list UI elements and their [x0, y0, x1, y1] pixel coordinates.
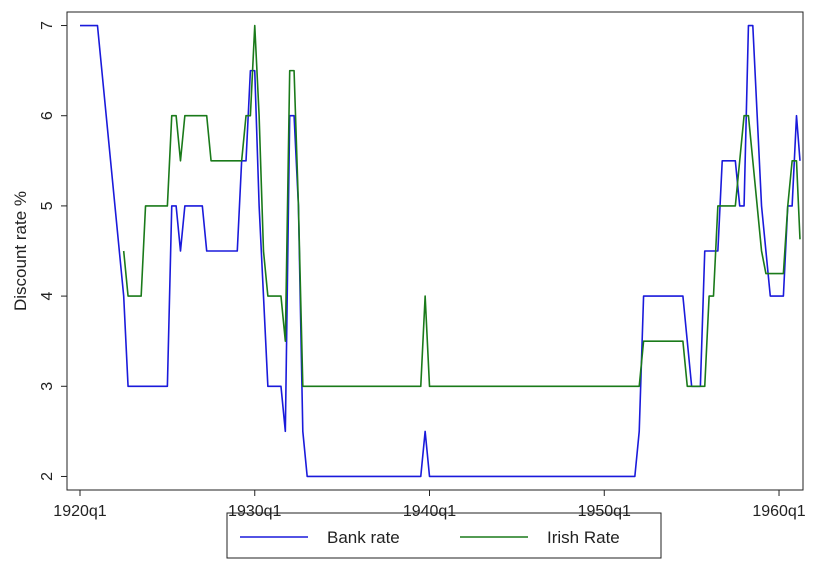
- y-tick-label: 3: [39, 382, 56, 391]
- legend: Bank rate Irish Rate: [226, 512, 662, 559]
- x-tick-label: 1960q1: [752, 503, 805, 520]
- plot-frame: [66, 11, 804, 491]
- legend-frame: [226, 512, 662, 559]
- x-tick-label: 1950q1: [578, 503, 631, 520]
- y-tick-label: 2: [39, 472, 56, 481]
- y-tick-label: 6: [39, 111, 56, 120]
- series-line-bank-rate: [80, 24, 801, 478]
- y-axis: 2 3 4 5 6 7: [39, 21, 67, 481]
- y-tick-label: 5: [39, 201, 56, 210]
- y-tick-label: 4: [39, 292, 56, 301]
- y-axis-title: Discount rate %: [11, 191, 30, 311]
- x-tick-label: 1940q1: [403, 503, 456, 520]
- x-axis: 1920q1 1930q1 1940q1 1950q1 1960q1: [53, 490, 806, 520]
- legend-label-bank-rate: Bank rate: [327, 528, 400, 547]
- legend-label-irish-rate: Irish Rate: [547, 528, 620, 547]
- y-tick-label: 7: [39, 21, 56, 30]
- x-tick-label: 1930q1: [228, 503, 281, 520]
- series-layer: [80, 24, 801, 478]
- series-line-irish-rate: [122, 24, 801, 388]
- x-tick-label: 1920q1: [53, 503, 106, 520]
